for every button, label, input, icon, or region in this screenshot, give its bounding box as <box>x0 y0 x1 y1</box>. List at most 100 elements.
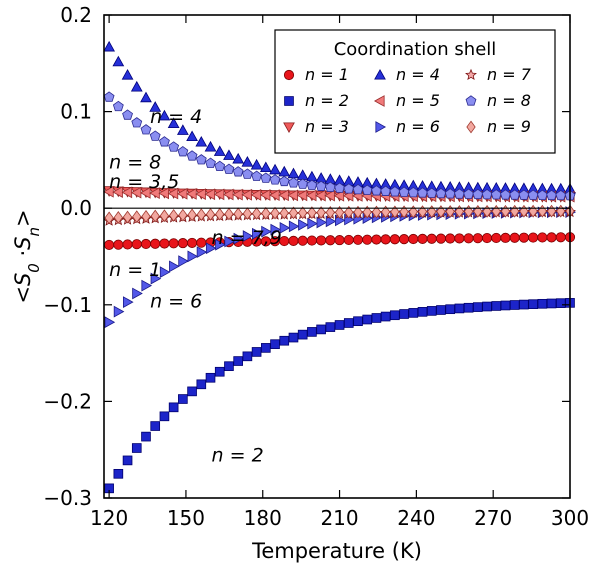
data-point <box>242 351 253 362</box>
data-point <box>288 332 299 343</box>
data-point <box>131 443 142 453</box>
y-tick-label: 0.0 <box>60 196 92 220</box>
data-point <box>213 145 226 156</box>
data-point <box>270 339 280 349</box>
data-point <box>177 146 189 157</box>
data-point <box>491 232 502 244</box>
data-point <box>325 235 336 246</box>
data-point <box>241 168 253 179</box>
data-point <box>417 307 428 317</box>
legend-marker <box>375 121 387 133</box>
data-point <box>417 233 428 244</box>
data-point <box>122 210 133 224</box>
data-point <box>399 234 410 245</box>
data-point <box>482 204 492 218</box>
data-point <box>298 219 309 231</box>
data-point <box>491 204 501 218</box>
data-point <box>140 238 152 250</box>
data-point <box>149 130 161 141</box>
legend-marker <box>465 95 477 106</box>
x-axis-label: Temperature (K) <box>251 539 422 563</box>
data-point <box>316 235 327 246</box>
data-point <box>269 174 281 185</box>
data-point <box>132 287 143 300</box>
series-n-4 <box>103 40 576 194</box>
y-label-part: n <box>25 227 43 237</box>
data-point <box>536 189 548 201</box>
data-point <box>186 237 198 248</box>
data-point <box>500 300 511 311</box>
data-point <box>168 238 179 249</box>
data-point <box>482 301 492 312</box>
data-point <box>223 163 235 174</box>
data-point <box>122 239 133 250</box>
data-point <box>150 209 160 223</box>
data-point <box>168 402 179 413</box>
data-point <box>250 158 263 170</box>
data-point <box>426 306 437 316</box>
data-point <box>259 161 272 173</box>
data-point <box>408 233 419 245</box>
data-point <box>436 205 446 218</box>
data-point <box>196 246 208 258</box>
data-point <box>288 206 299 220</box>
data-point <box>389 234 400 245</box>
data-point <box>316 206 326 219</box>
data-point <box>528 299 538 309</box>
legend-entry: n = 3 <box>283 117 349 136</box>
y-label-part: 0 <box>25 263 43 273</box>
series-annotation: n = 3,5 <box>109 171 179 193</box>
data-point <box>500 204 511 218</box>
data-point <box>481 232 493 244</box>
legend-label: n = 4 <box>396 65 440 84</box>
data-point <box>251 170 263 181</box>
data-point <box>103 40 116 52</box>
data-point <box>205 208 216 221</box>
data-point <box>260 343 271 353</box>
series-annotation: n = 8 <box>109 152 161 174</box>
data-point <box>158 109 171 121</box>
data-point <box>224 207 234 221</box>
series-n-2 <box>104 298 575 494</box>
data-point <box>362 234 373 245</box>
legend-marker <box>374 68 386 80</box>
data-point <box>168 209 179 222</box>
data-point <box>509 232 520 243</box>
data-point <box>104 239 115 250</box>
data-point <box>407 186 419 198</box>
data-point <box>233 207 243 221</box>
legend-marker <box>373 95 385 107</box>
data-point <box>306 179 318 190</box>
data-point <box>519 299 529 310</box>
data-point <box>343 318 354 328</box>
data-marks <box>103 40 577 494</box>
data-point <box>205 372 216 383</box>
data-point <box>454 233 465 244</box>
data-point <box>113 211 123 224</box>
data-point <box>371 313 382 323</box>
data-point <box>555 298 566 308</box>
data-point <box>361 184 373 195</box>
x-tick-label: 240 <box>397 506 435 530</box>
data-point <box>362 205 372 219</box>
data-point <box>186 150 198 161</box>
series-n-9 <box>104 204 575 225</box>
data-point <box>104 211 114 225</box>
data-point <box>187 250 199 263</box>
series-n-8 <box>103 91 576 201</box>
data-point <box>417 187 428 198</box>
data-point <box>389 186 401 197</box>
series-annotation: n = 6 <box>150 291 202 313</box>
data-point <box>454 303 465 314</box>
data-point <box>261 206 271 220</box>
data-point <box>399 309 409 319</box>
data-point <box>297 329 308 340</box>
series-n-1 <box>104 232 576 250</box>
data-point <box>334 205 345 219</box>
data-point <box>214 160 226 172</box>
data-point <box>113 239 124 250</box>
x-tick-label: 210 <box>320 506 358 530</box>
data-point <box>242 207 253 221</box>
data-point <box>214 366 225 377</box>
data-point <box>232 166 244 177</box>
